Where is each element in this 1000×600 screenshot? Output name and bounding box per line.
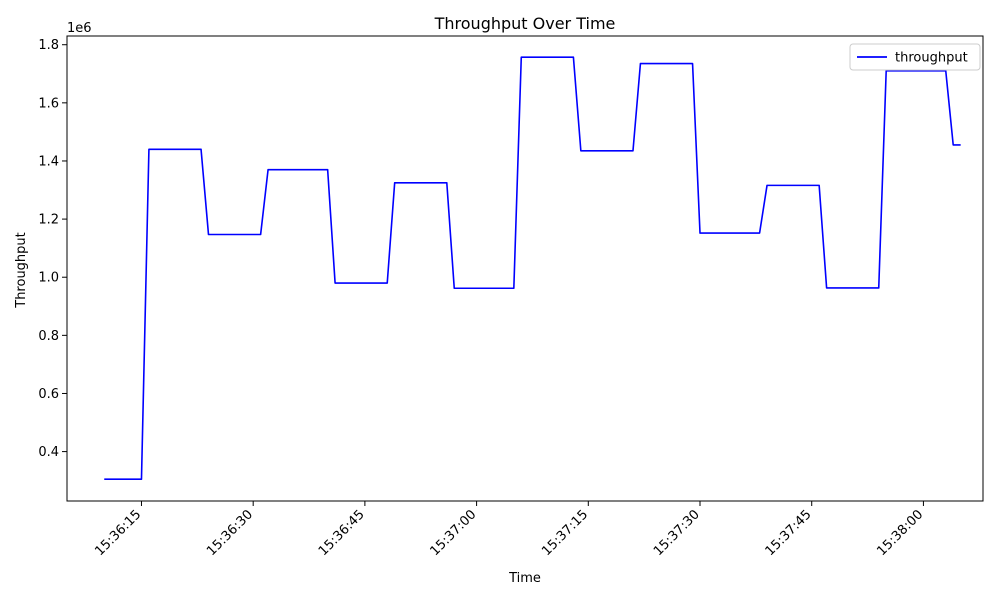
y-axis-label: Throughput	[14, 232, 29, 309]
x-axis-label: Time	[508, 571, 541, 586]
y-tick-label: 0.6	[38, 387, 59, 402]
y-tick-label: 1.0	[38, 271, 59, 286]
y-tick-label: 0.4	[38, 445, 59, 460]
y-tick-label: 1.2	[38, 213, 59, 228]
axes-frame	[66, 35, 984, 502]
chart-title: Throughput Over Time	[434, 14, 616, 33]
legend-box	[849, 43, 981, 71]
series-line-throughput	[104, 56, 961, 481]
y-tick-label: 1.6	[38, 96, 59, 111]
y-tick-label: 0.8	[38, 329, 59, 344]
y-offset-label: 1e6	[67, 21, 92, 36]
legend: throughput	[849, 43, 981, 71]
y-tick-label: 1.4	[38, 154, 59, 169]
y-tick-label: 1.8	[38, 38, 59, 53]
legend-label: throughput	[895, 51, 968, 66]
